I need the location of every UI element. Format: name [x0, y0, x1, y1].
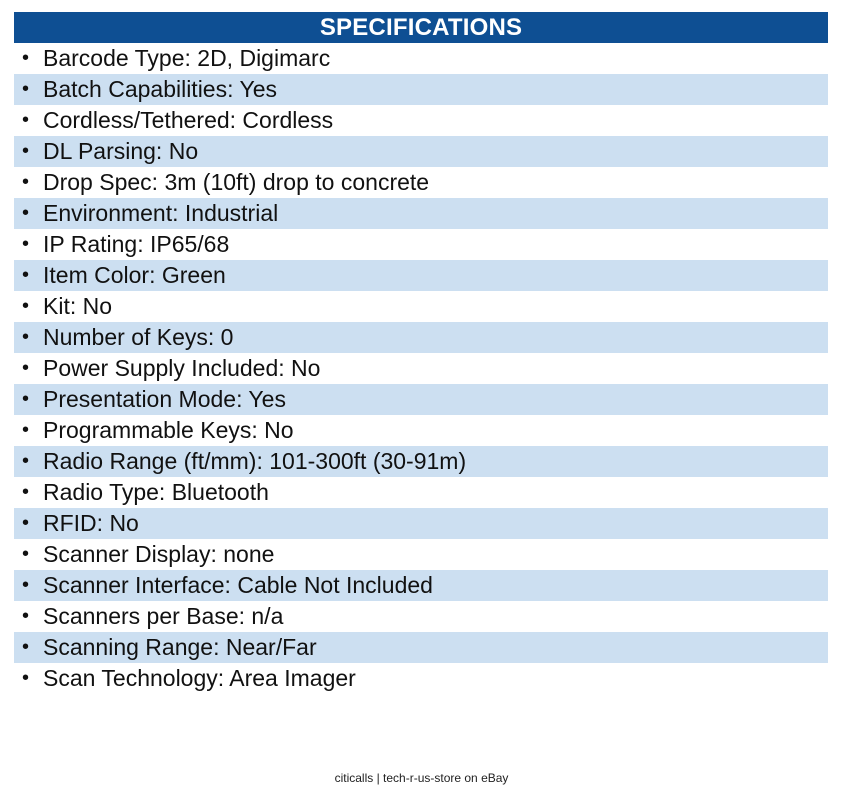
spec-item: • Radio Type: Bluetooth	[14, 477, 828, 508]
bullet-icon: •	[22, 450, 30, 472]
spec-item: • RFID: No	[14, 508, 828, 539]
bullet-icon: •	[22, 481, 30, 503]
bullet-icon: •	[22, 419, 30, 441]
spec-text: Barcode Type: 2D, Digimarc	[43, 45, 331, 71]
spec-item: • Power Supply Included: No	[14, 353, 828, 384]
specifications-header: SPECIFICATIONS	[14, 12, 828, 43]
spec-text: Scanner Display: none	[43, 541, 275, 567]
spec-item: • Scanners per Base: n/a	[14, 601, 828, 632]
spec-text: Environment: Industrial	[43, 200, 279, 226]
bullet-icon: •	[22, 202, 30, 224]
spec-text: IP Rating: IP65/68	[43, 231, 230, 257]
bullet-icon: •	[22, 295, 30, 317]
spec-text: Kit: No	[43, 293, 113, 319]
bullet-icon: •	[22, 574, 30, 596]
bullet-icon: •	[22, 47, 30, 69]
bullet-icon: •	[22, 109, 30, 131]
spec-item: • Number of Keys: 0	[14, 322, 828, 353]
spec-item: • Batch Capabilities: Yes	[14, 74, 828, 105]
bullet-icon: •	[22, 512, 30, 534]
spec-text: Power Supply Included: No	[43, 355, 321, 381]
spec-text: Item Color: Green	[43, 262, 226, 288]
spec-text: Scanning Range: Near/Far	[43, 634, 317, 660]
spec-text: RFID: No	[43, 510, 139, 536]
spec-text: Number of Keys: 0	[43, 324, 234, 350]
bullet-icon: •	[22, 388, 30, 410]
spec-item: • Barcode Type: 2D, Digimarc	[14, 43, 828, 74]
bullet-icon: •	[22, 667, 30, 689]
spec-item: • Item Color: Green	[14, 260, 828, 291]
spec-text: Scan Technology: Area Imager	[43, 665, 356, 691]
spec-item: • Scanner Display: none	[14, 539, 828, 570]
bullet-icon: •	[22, 357, 30, 379]
spec-item: • Environment: Industrial	[14, 198, 828, 229]
spec-item: • Programmable Keys: No	[14, 415, 828, 446]
spec-item: • IP Rating: IP65/68	[14, 229, 828, 260]
bullet-icon: •	[22, 78, 30, 100]
spec-item: • Scanning Range: Near/Far	[14, 632, 828, 663]
spec-text: Cordless/Tethered: Cordless	[43, 107, 334, 133]
spec-text: DL Parsing: No	[43, 138, 199, 164]
spec-text: Radio Type: Bluetooth	[43, 479, 269, 505]
bullet-icon: •	[22, 605, 30, 627]
spec-text: Scanners per Base: n/a	[43, 603, 284, 629]
bullet-icon: •	[22, 636, 30, 658]
spec-item: • Cordless/Tethered: Cordless	[14, 105, 828, 136]
bullet-icon: •	[22, 264, 30, 286]
bullet-icon: •	[22, 140, 30, 162]
spec-list: • Barcode Type: 2D, Digimarc • Batch Capab…	[14, 43, 828, 694]
bullet-icon: •	[22, 543, 30, 565]
spec-item: • DL Parsing: No	[14, 136, 828, 167]
spec-text: Presentation Mode: Yes	[43, 386, 286, 412]
bullet-icon: •	[22, 326, 30, 348]
spec-item: • Scan Technology: Area Imager	[14, 663, 828, 694]
spec-text: Scanner Interface: Cable Not Included	[43, 572, 433, 598]
spec-text: Radio Range (ft/mm): 101-300ft (30-91m)	[43, 448, 467, 474]
spec-text: Drop Spec: 3m (10ft) drop to concrete	[43, 169, 430, 195]
spec-item: • Presentation Mode: Yes	[14, 384, 828, 415]
spec-text: Programmable Keys: No	[43, 417, 294, 443]
spec-text: Batch Capabilities: Yes	[43, 76, 277, 102]
spec-item: • Radio Range (ft/mm): 101-300ft (30-91m)	[14, 446, 828, 477]
specifications-sheet: SPECIFICATIONS • Barcode Type: 2D, Digima…	[14, 12, 828, 694]
bullet-icon: •	[22, 171, 30, 193]
bullet-icon: •	[22, 233, 30, 255]
spec-item: • Kit: No	[14, 291, 828, 322]
spec-item: • Scanner Interface: Cable Not Included	[14, 570, 828, 601]
footer-credit: citicalls | tech-r-us-store on eBay	[334, 771, 509, 785]
spec-item: • Drop Spec: 3m (10ft) drop to concrete	[14, 167, 828, 198]
